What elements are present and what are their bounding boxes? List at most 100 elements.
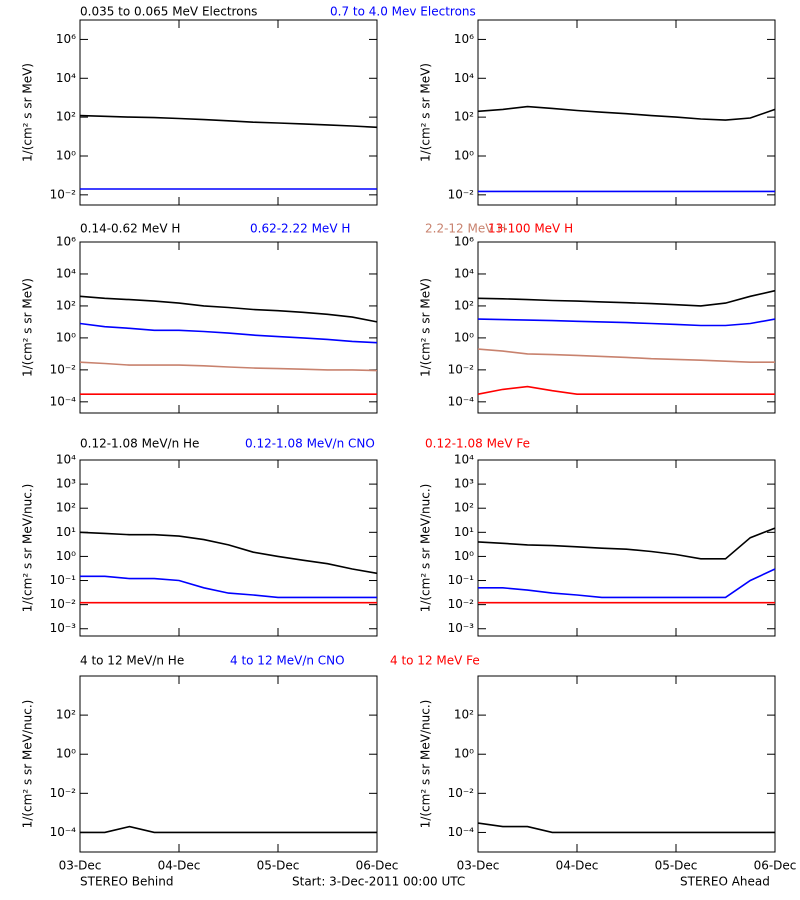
legend-label: 13-100 MeV H [488, 222, 573, 236]
y-axis-title: 1/(cm² s sr MeV/nuc.) [21, 700, 35, 829]
y-tick-label: 10² [56, 708, 76, 722]
y-tick-label: 10² [56, 501, 76, 515]
y-tick-label: 10⁰ [454, 549, 474, 563]
y-tick-label: 10⁻³ [50, 621, 77, 635]
legend-label: 4 to 12 MeV/n He [80, 654, 184, 668]
x-tick-label: 06-Dec [754, 859, 797, 873]
y-tick-label: 10⁴ [56, 71, 76, 85]
series-line [80, 575, 377, 599]
plot-frame [79, 241, 378, 414]
plot-frame [79, 675, 378, 853]
x-tick-label: 03-Dec [59, 859, 102, 873]
series-line [477, 385, 775, 395]
y-axis-title: 1/(cm² s sr MeV/nuc.) [419, 484, 433, 613]
series-line [79, 295, 378, 323]
y-tick-label: 10² [56, 110, 76, 124]
y-axis-title: 1/(cm² s sr MeV) [419, 278, 433, 377]
legend-label: 4 to 12 MeV Fe [390, 654, 480, 668]
plot-frame [79, 19, 378, 206]
y-tick-label: 10⁶ [56, 235, 76, 249]
y-tick-label: 10² [454, 298, 474, 312]
series-line [477, 348, 775, 363]
series-line [79, 322, 378, 344]
y-axis-title: 1/(cm² s sr MeV) [21, 63, 35, 162]
series-line [79, 531, 378, 575]
y-tick-label: 10⁻⁴ [50, 825, 77, 839]
legend-label: 0.035 to 0.065 MeV Electrons [80, 5, 257, 19]
y-tick-label: 10⁰ [454, 330, 474, 344]
legend-label: 0.62-2.22 MeV H [250, 222, 350, 236]
y-tick-label: 10⁻² [50, 187, 77, 201]
plot-frame [477, 241, 776, 414]
y-tick-label: 10⁰ [56, 747, 76, 761]
series-line [477, 527, 776, 560]
y-axis-title: 1/(cm² s sr MeV/nuc.) [419, 700, 433, 829]
x-tick-label: 03-Dec [457, 859, 500, 873]
y-tick-label: 10⁰ [56, 148, 76, 162]
legend-label: 0.7 to 4.0 Mev Electrons [330, 5, 476, 19]
x-tick-label: 05-Dec [257, 859, 300, 873]
y-tick-label: 10⁻⁴ [448, 825, 475, 839]
y-tick-label: 10¹ [56, 525, 76, 539]
y-tick-label: 10⁰ [454, 148, 474, 162]
y-tick-label: 10³ [454, 477, 474, 491]
legend-label: 0.12-1.08 MeV/n CNO [245, 437, 375, 451]
y-tick-label: 10⁻² [448, 786, 475, 800]
y-tick-label: 10⁻² [50, 597, 77, 611]
y-axis-title: 1/(cm² s sr MeV) [21, 278, 35, 377]
y-tick-label: 10⁴ [454, 453, 474, 467]
y-tick-label: 10⁴ [454, 266, 474, 280]
plot-frame [477, 459, 776, 637]
y-tick-label: 10⁰ [56, 549, 76, 563]
footer-left: STEREO Behind [80, 875, 174, 889]
y-tick-label: 10⁻⁴ [448, 394, 475, 408]
y-tick-label: 10⁴ [56, 453, 76, 467]
series-line [79, 114, 378, 129]
x-tick-label: 04-Dec [158, 859, 201, 873]
y-tick-label: 10⁶ [454, 32, 474, 46]
y-axis-title: 1/(cm² s sr MeV/nuc.) [21, 484, 35, 613]
series-line [477, 318, 776, 327]
y-tick-label: 10⁻² [50, 786, 77, 800]
y-tick-label: 10⁻¹ [50, 573, 77, 587]
footer-center: Start: 3-Dec-2011 00:00 UTC [292, 875, 465, 889]
y-tick-label: 10³ [56, 477, 76, 491]
legend-label: 0.12-1.08 MeV Fe [425, 437, 530, 451]
x-tick-label: 04-Dec [556, 859, 599, 873]
y-tick-label: 10² [454, 110, 474, 124]
y-tick-label: 10² [56, 298, 76, 312]
y-tick-label: 10⁻² [50, 362, 77, 376]
series-line [79, 361, 378, 372]
plot-frame [477, 675, 776, 853]
y-tick-label: 10⁻² [448, 597, 475, 611]
y-tick-label: 10² [454, 708, 474, 722]
y-tick-label: 10⁻² [448, 362, 475, 376]
y-tick-label: 10⁻² [448, 187, 475, 201]
series-line [477, 822, 775, 834]
y-axis-title: 1/(cm² s sr MeV) [419, 63, 433, 162]
y-tick-label: 10⁶ [56, 32, 76, 46]
series-line [80, 825, 377, 834]
series-line [478, 568, 776, 599]
plot-frame [477, 19, 776, 206]
y-tick-label: 10⁴ [56, 266, 76, 280]
y-tick-label: 10⁶ [454, 235, 474, 249]
y-tick-label: 10⁻⁴ [50, 394, 77, 408]
y-tick-label: 10⁴ [454, 71, 474, 85]
y-tick-label: 10⁻¹ [448, 573, 475, 587]
legend-label: 0.12-1.08 MeV/n He [80, 437, 199, 451]
y-tick-label: 10⁰ [454, 747, 474, 761]
footer-right: STEREO Ahead [680, 875, 770, 889]
x-tick-label: 05-Dec [655, 859, 698, 873]
series-line [477, 289, 776, 307]
series-line [477, 105, 776, 121]
legend-label: 2.2-12 MeV H [425, 222, 506, 236]
plot-frame [79, 459, 378, 637]
y-tick-label: 10⁰ [56, 330, 76, 344]
y-tick-label: 10⁻³ [448, 621, 475, 635]
y-tick-label: 10² [454, 501, 474, 515]
legend-label: 4 to 12 MeV/n CNO [230, 654, 345, 668]
legend-label: 0.14-0.62 MeV H [80, 222, 180, 236]
y-tick-label: 10¹ [454, 525, 474, 539]
